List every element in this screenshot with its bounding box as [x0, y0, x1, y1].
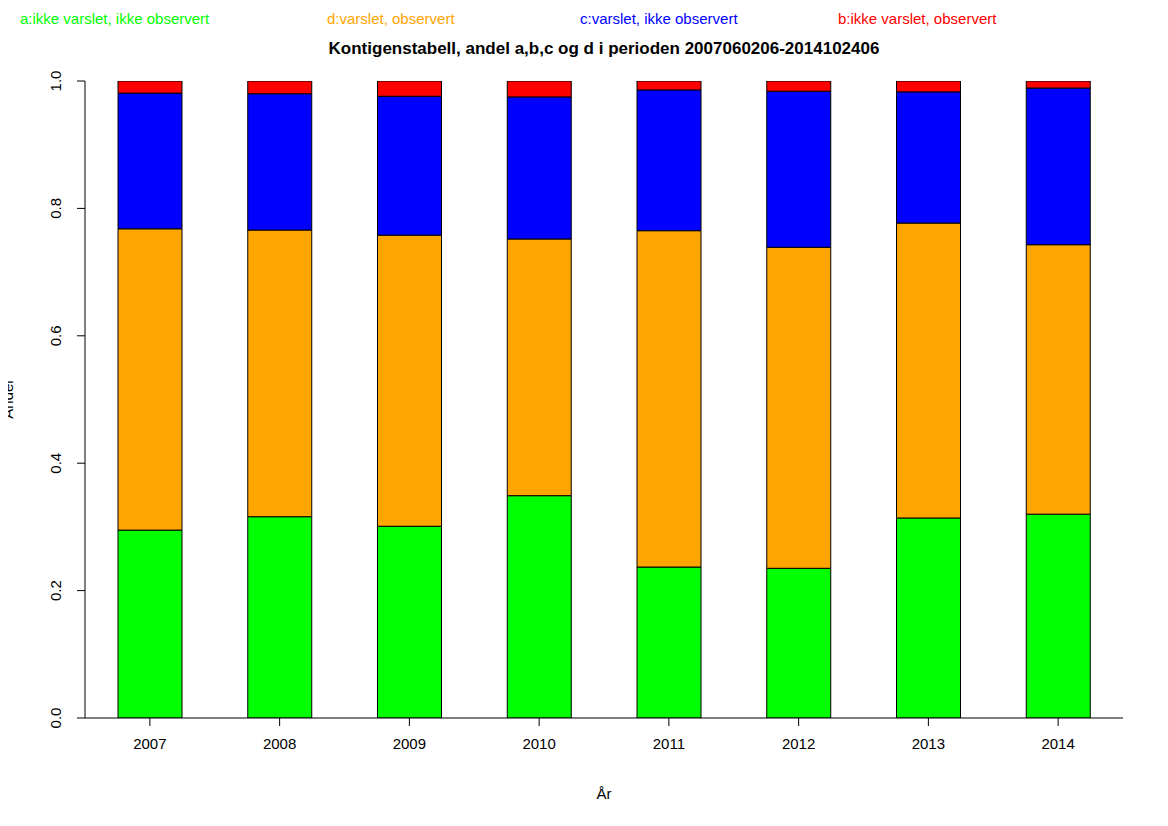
svg-text:2008: 2008 — [263, 735, 296, 752]
svg-text:2013: 2013 — [912, 735, 945, 752]
svg-text:0.2: 0.2 — [47, 580, 64, 601]
html-text:d:varslet, observert: d:varslet, observert — [327, 10, 455, 27]
svg-text:0.6: 0.6 — [47, 325, 64, 346]
svg-text:2009: 2009 — [393, 735, 426, 752]
html-text:b:ikke varslet, observert: b:ikke varslet, observert — [838, 10, 997, 27]
svg-text:År: År — [597, 785, 612, 802]
svg-text:2010: 2010 — [522, 735, 555, 752]
svg-text:1.0: 1.0 — [47, 71, 64, 92]
svg-text:Andel: Andel — [8, 380, 16, 418]
svg-text:2014: 2014 — [1041, 735, 1074, 752]
html-text:Kontigenstabell, andel a,b,c o: Kontigenstabell, andel a,b,c og d i peri… — [328, 39, 880, 58]
svg-text:2011: 2011 — [653, 735, 685, 752]
html-text:c:varslet, ikke observert: c:varslet, ikke observert — [580, 10, 738, 27]
svg-text:2007: 2007 — [133, 735, 166, 752]
svg-text:0.8: 0.8 — [47, 198, 64, 219]
svg-text:0.0: 0.0 — [47, 708, 64, 729]
html-text:a:ikke varslet, ikke observert: a:ikke varslet, ikke observert — [20, 10, 210, 27]
svg-text:0.4: 0.4 — [47, 453, 64, 474]
svg-text:2012: 2012 — [782, 735, 815, 752]
